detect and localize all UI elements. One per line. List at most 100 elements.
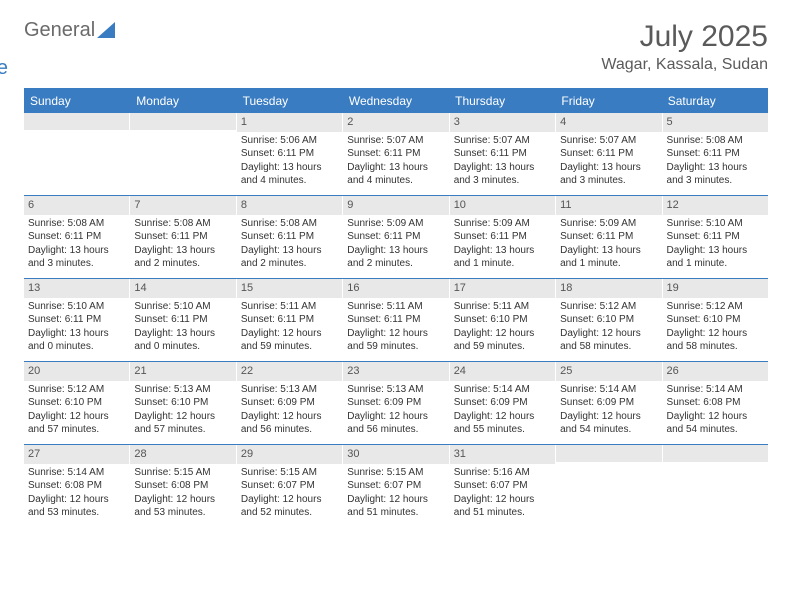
- sunrise-text: Sunrise: 5:06 AM: [241, 134, 338, 148]
- sunset-text: Sunset: 6:07 PM: [454, 479, 551, 493]
- day-body: Sunrise: 5:12 AMSunset: 6:10 PMDaylight:…: [556, 298, 661, 358]
- day-body: Sunrise: 5:14 AMSunset: 6:08 PMDaylight:…: [663, 381, 768, 441]
- daylight-text: Daylight: 12 hours and 56 minutes.: [241, 410, 338, 437]
- day-number: 11: [556, 196, 661, 215]
- day-cell: 9Sunrise: 5:09 AMSunset: 6:11 PMDaylight…: [343, 196, 449, 278]
- day-body: Sunrise: 5:14 AMSunset: 6:09 PMDaylight:…: [556, 381, 661, 441]
- day-body: Sunrise: 5:08 AMSunset: 6:11 PMDaylight:…: [130, 215, 235, 275]
- day-body: Sunrise: 5:12 AMSunset: 6:10 PMDaylight:…: [663, 298, 768, 358]
- daylight-text: Daylight: 12 hours and 56 minutes.: [347, 410, 444, 437]
- day-cell: 8Sunrise: 5:08 AMSunset: 6:11 PMDaylight…: [237, 196, 343, 278]
- day-number: 17: [450, 279, 555, 298]
- day-number: 26: [663, 362, 768, 381]
- day-number: 3: [450, 113, 555, 132]
- daylight-text: Daylight: 12 hours and 55 minutes.: [454, 410, 551, 437]
- day-number: 21: [130, 362, 235, 381]
- day-body: Sunrise: 5:12 AMSunset: 6:10 PMDaylight:…: [24, 381, 129, 441]
- sunrise-text: Sunrise: 5:14 AM: [454, 383, 551, 397]
- day-number: 23: [343, 362, 448, 381]
- sunset-text: Sunset: 6:11 PM: [667, 147, 764, 161]
- month-title: July 2025: [601, 20, 768, 54]
- day-number: 2: [343, 113, 448, 132]
- day-body: Sunrise: 5:07 AMSunset: 6:11 PMDaylight:…: [556, 132, 661, 192]
- sunrise-text: Sunrise: 5:09 AM: [454, 217, 551, 231]
- sunrise-text: Sunrise: 5:07 AM: [347, 134, 444, 148]
- daylight-text: Daylight: 12 hours and 53 minutes.: [28, 493, 125, 520]
- day-cell: 16Sunrise: 5:11 AMSunset: 6:11 PMDayligh…: [343, 279, 449, 361]
- weekday-header: Thursday: [449, 90, 555, 112]
- daylight-text: Daylight: 13 hours and 3 minutes.: [560, 161, 657, 188]
- page-header: General Blue July 2025 Wagar, Kassala, S…: [24, 20, 768, 78]
- daylight-text: Daylight: 13 hours and 4 minutes.: [241, 161, 338, 188]
- day-number: 13: [24, 279, 129, 298]
- week-row: 20Sunrise: 5:12 AMSunset: 6:10 PMDayligh…: [24, 361, 768, 444]
- daylight-text: Daylight: 12 hours and 54 minutes.: [667, 410, 764, 437]
- day-body: Sunrise: 5:09 AMSunset: 6:11 PMDaylight:…: [450, 215, 555, 275]
- day-number: 9: [343, 196, 448, 215]
- daylight-text: Daylight: 13 hours and 4 minutes.: [347, 161, 444, 188]
- sunset-text: Sunset: 6:11 PM: [347, 230, 444, 244]
- sunrise-text: Sunrise: 5:13 AM: [241, 383, 338, 397]
- sunrise-text: Sunrise: 5:08 AM: [134, 217, 231, 231]
- daylight-text: Daylight: 12 hours and 59 minutes.: [241, 327, 338, 354]
- sunrise-text: Sunrise: 5:08 AM: [28, 217, 125, 231]
- day-body: Sunrise: 5:15 AMSunset: 6:07 PMDaylight:…: [343, 464, 448, 524]
- sunset-text: Sunset: 6:10 PM: [560, 313, 657, 327]
- weekday-header: Saturday: [662, 90, 768, 112]
- day-body: Sunrise: 5:16 AMSunset: 6:07 PMDaylight:…: [450, 464, 555, 524]
- day-body: [130, 130, 235, 190]
- sunrise-text: Sunrise: 5:11 AM: [347, 300, 444, 314]
- day-number: 12: [663, 196, 768, 215]
- sunset-text: Sunset: 6:09 PM: [454, 396, 551, 410]
- sunset-text: Sunset: 6:08 PM: [667, 396, 764, 410]
- sunrise-text: Sunrise: 5:15 AM: [241, 466, 338, 480]
- day-body: Sunrise: 5:09 AMSunset: 6:11 PMDaylight:…: [556, 215, 661, 275]
- daylight-text: Daylight: 12 hours and 51 minutes.: [347, 493, 444, 520]
- week-row: 1Sunrise: 5:06 AMSunset: 6:11 PMDaylight…: [24, 112, 768, 195]
- day-cell: 21Sunrise: 5:13 AMSunset: 6:10 PMDayligh…: [130, 362, 236, 444]
- daylight-text: Daylight: 12 hours and 59 minutes.: [454, 327, 551, 354]
- day-body: Sunrise: 5:10 AMSunset: 6:11 PMDaylight:…: [24, 298, 129, 358]
- weekday-header-row: SundayMondayTuesdayWednesdayThursdayFrid…: [24, 90, 768, 112]
- day-body: Sunrise: 5:08 AMSunset: 6:11 PMDaylight:…: [237, 215, 342, 275]
- daylight-text: Daylight: 13 hours and 1 minute.: [560, 244, 657, 271]
- day-cell: 29Sunrise: 5:15 AMSunset: 6:07 PMDayligh…: [237, 445, 343, 527]
- day-cell: 26Sunrise: 5:14 AMSunset: 6:08 PMDayligh…: [663, 362, 768, 444]
- title-block: July 2025 Wagar, Kassala, Sudan: [601, 20, 768, 74]
- sunrise-text: Sunrise: 5:10 AM: [134, 300, 231, 314]
- weekday-header: Tuesday: [237, 90, 343, 112]
- sunrise-text: Sunrise: 5:08 AM: [241, 217, 338, 231]
- sunset-text: Sunset: 6:10 PM: [454, 313, 551, 327]
- day-cell-empty: [663, 445, 768, 527]
- day-cell: 4Sunrise: 5:07 AMSunset: 6:11 PMDaylight…: [556, 113, 662, 195]
- sunset-text: Sunset: 6:09 PM: [347, 396, 444, 410]
- sunset-text: Sunset: 6:07 PM: [241, 479, 338, 493]
- day-number: 30: [343, 445, 448, 464]
- day-number: [663, 445, 768, 462]
- sunrise-text: Sunrise: 5:13 AM: [347, 383, 444, 397]
- day-number: 6: [24, 196, 129, 215]
- day-number: 1: [237, 113, 342, 132]
- logo-word-general: General: [24, 20, 95, 40]
- day-number: 27: [24, 445, 129, 464]
- weekday-header: Sunday: [24, 90, 130, 112]
- day-cell: 18Sunrise: 5:12 AMSunset: 6:10 PMDayligh…: [556, 279, 662, 361]
- day-cell: 5Sunrise: 5:08 AMSunset: 6:11 PMDaylight…: [663, 113, 768, 195]
- day-body: Sunrise: 5:15 AMSunset: 6:08 PMDaylight:…: [130, 464, 235, 524]
- daylight-text: Daylight: 12 hours and 58 minutes.: [560, 327, 657, 354]
- daylight-text: Daylight: 12 hours and 58 minutes.: [667, 327, 764, 354]
- day-cell: 27Sunrise: 5:14 AMSunset: 6:08 PMDayligh…: [24, 445, 130, 527]
- sunrise-text: Sunrise: 5:14 AM: [667, 383, 764, 397]
- sunset-text: Sunset: 6:09 PM: [560, 396, 657, 410]
- sunrise-text: Sunrise: 5:15 AM: [347, 466, 444, 480]
- sunset-text: Sunset: 6:11 PM: [347, 147, 444, 161]
- day-body: Sunrise: 5:08 AMSunset: 6:11 PMDaylight:…: [24, 215, 129, 275]
- logo-word-blue: Blue: [0, 58, 115, 78]
- sunrise-text: Sunrise: 5:11 AM: [454, 300, 551, 314]
- day-cell: 6Sunrise: 5:08 AMSunset: 6:11 PMDaylight…: [24, 196, 130, 278]
- sunrise-text: Sunrise: 5:13 AM: [134, 383, 231, 397]
- day-body: Sunrise: 5:09 AMSunset: 6:11 PMDaylight:…: [343, 215, 448, 275]
- sunrise-text: Sunrise: 5:14 AM: [560, 383, 657, 397]
- day-body: [556, 462, 661, 522]
- day-cell: 24Sunrise: 5:14 AMSunset: 6:09 PMDayligh…: [450, 362, 556, 444]
